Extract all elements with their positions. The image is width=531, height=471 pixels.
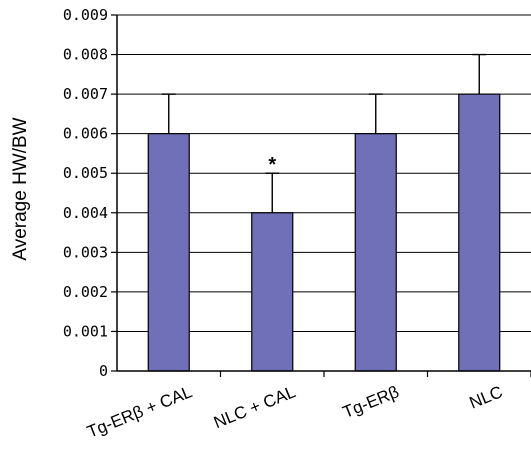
- error-bars: [161, 53, 487, 213]
- x-category-label: Tg-ERβ + CAL: [84, 382, 194, 441]
- annotations: *: [268, 154, 276, 176]
- bar: [354, 133, 397, 372]
- y-tick-label: 0.005: [63, 164, 108, 182]
- y-tick-label: 0.009: [63, 6, 108, 24]
- y-tick-label: 0.007: [63, 85, 108, 103]
- bar: [147, 133, 190, 372]
- y-tick-labels: 0 0.001 0.002 0.003 0.004 0.005 0.006 0.007 0.00…: [63, 6, 108, 380]
- y-tick-label: 0.004: [63, 204, 108, 222]
- y-axis-title: Average HW/BW: [10, 117, 31, 260]
- bar: [458, 93, 501, 372]
- y-tick-label: 0.001: [63, 322, 108, 340]
- x-category-labels: Tg-ERβ + CAL NLC + CAL Tg-ERβ NLC: [84, 382, 505, 441]
- bars: [147, 93, 501, 372]
- y-tick-label: 0.008: [63, 46, 108, 64]
- y-tick-label: 0.003: [63, 243, 108, 261]
- x-category-label: NLC + CAL: [211, 382, 298, 432]
- x-category-label: NLC: [467, 382, 506, 412]
- y-tick-label: 0.006: [63, 125, 108, 143]
- axes: [111, 14, 531, 377]
- x-category-label: Tg-ERβ: [340, 382, 402, 422]
- y-tick-label: 0: [99, 362, 108, 380]
- bar: [251, 212, 294, 372]
- y-tick-label: 0.002: [63, 283, 108, 301]
- significance-marker: *: [268, 154, 276, 176]
